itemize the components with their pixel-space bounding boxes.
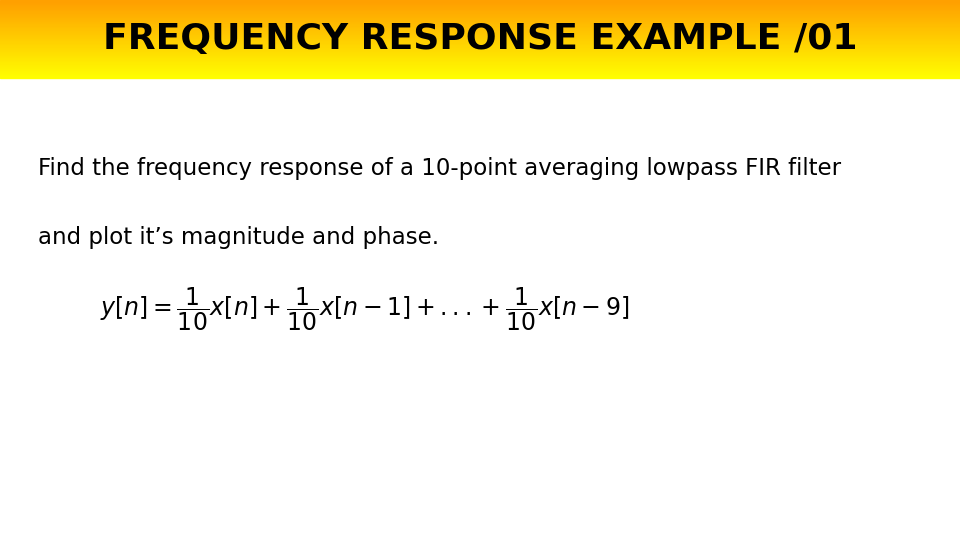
Bar — [0, 5, 960, 6]
Bar — [0, 37, 960, 38]
Bar — [0, 30, 960, 31]
Bar — [0, 1, 960, 3]
Bar — [0, 23, 960, 25]
Bar — [0, 76, 960, 77]
Bar — [0, 40, 960, 42]
Bar — [0, 17, 960, 18]
Bar — [0, 9, 960, 10]
Bar — [0, 0, 960, 1]
Bar — [0, 42, 960, 43]
Text: Find the frequency response of a 10-point averaging lowpass FIR filter: Find the frequency response of a 10-poin… — [38, 157, 842, 180]
Bar — [0, 75, 960, 76]
Bar — [0, 52, 960, 53]
Bar — [0, 12, 960, 13]
Bar — [0, 4, 960, 5]
Bar — [0, 38, 960, 39]
Bar — [0, 43, 960, 44]
Bar — [0, 65, 960, 66]
Bar — [0, 68, 960, 69]
Bar — [0, 19, 960, 21]
Bar — [0, 35, 960, 37]
Bar — [0, 46, 960, 47]
Bar — [0, 69, 960, 71]
Bar — [0, 48, 960, 50]
Bar — [0, 60, 960, 62]
Bar — [0, 71, 960, 72]
Bar — [0, 34, 960, 35]
Bar — [0, 72, 960, 73]
Bar — [0, 64, 960, 65]
Bar — [0, 10, 960, 12]
Bar — [0, 47, 960, 48]
Bar — [0, 73, 960, 75]
Text: FREQUENCY RESPONSE EXAMPLE /01: FREQUENCY RESPONSE EXAMPLE /01 — [103, 22, 857, 56]
Text: and plot it’s magnitude and phase.: and plot it’s magnitude and phase. — [38, 226, 440, 249]
Bar — [0, 59, 960, 60]
Bar — [0, 31, 960, 32]
Bar — [0, 55, 960, 56]
Bar — [0, 62, 960, 63]
Bar — [0, 50, 960, 51]
Bar — [0, 28, 960, 29]
Bar — [0, 39, 960, 40]
Bar — [0, 18, 960, 19]
Bar — [0, 6, 960, 8]
Bar — [0, 77, 960, 78]
Bar — [0, 66, 960, 68]
Bar — [0, 51, 960, 52]
Bar — [0, 25, 960, 26]
Bar — [0, 8, 960, 9]
Bar — [0, 32, 960, 34]
Bar — [0, 44, 960, 46]
Bar — [0, 63, 960, 64]
Bar — [0, 13, 960, 15]
Bar — [0, 26, 960, 28]
Bar — [0, 21, 960, 22]
Bar — [0, 3, 960, 4]
Text: $y[n] = \dfrac{1}{10}x[n] + \dfrac{1}{10}x[n-1] + ... + \dfrac{1}{10}x[n-9]$: $y[n] = \dfrac{1}{10}x[n] + \dfrac{1}{10… — [100, 286, 630, 333]
Bar — [0, 16, 960, 17]
Bar — [0, 29, 960, 30]
Bar — [0, 22, 960, 23]
Bar — [0, 15, 960, 16]
Bar — [0, 53, 960, 55]
Bar — [0, 56, 960, 57]
Bar — [0, 57, 960, 59]
